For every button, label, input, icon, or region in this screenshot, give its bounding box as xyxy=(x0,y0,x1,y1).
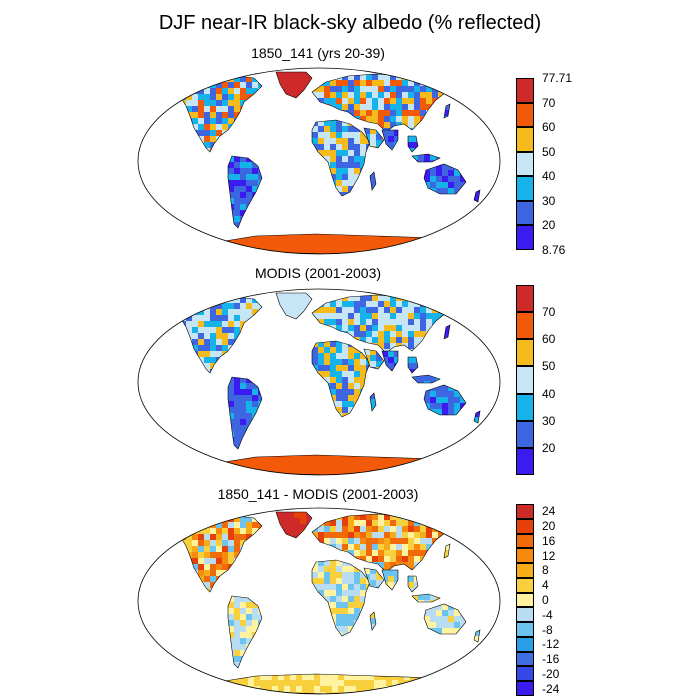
colorbar-segment xyxy=(516,102,534,128)
land-south-america xyxy=(228,596,262,668)
land-madagascar xyxy=(370,393,376,411)
map-border xyxy=(137,67,501,255)
land-africa xyxy=(312,341,370,417)
colorbar-segment xyxy=(516,200,534,226)
colorbar-tick-label: 20 xyxy=(542,218,556,233)
colorbar-tick-label: -8 xyxy=(542,622,553,637)
colorbar-segment xyxy=(516,681,534,696)
colorbar-segment xyxy=(516,447,534,475)
colorbar-segment xyxy=(516,393,534,421)
colorbar-segment xyxy=(516,127,534,152)
land-north-america xyxy=(180,76,262,152)
colorbar-tick-label: 77.71 xyxy=(542,71,573,85)
land-africa xyxy=(312,560,370,636)
land-madagascar xyxy=(370,612,376,630)
land-india xyxy=(382,130,398,150)
colorbar-difference: -24 -20 -16 -12 -8 -4 0 4 8 12 16 20 24 xyxy=(516,504,646,696)
colorbar-model: 8.76 20 30 40 50 60 70 77.71 xyxy=(516,72,646,256)
land-new-zealand xyxy=(474,630,480,642)
colorbar-tick-label: 8.76 xyxy=(542,243,566,257)
colorbar-segment xyxy=(516,622,534,637)
colorbar-segment xyxy=(516,592,534,608)
land-india xyxy=(382,570,398,590)
colorbar-tick-label: 16 xyxy=(542,533,556,548)
colorbar-tick-label: 50 xyxy=(542,359,556,374)
panel-title-model: 1850_141 (yrs 20-39) xyxy=(251,45,385,61)
colorbar-segment xyxy=(516,78,534,103)
colorbar-segment xyxy=(516,666,534,682)
map-panel-difference xyxy=(137,507,501,695)
colorbar-segment xyxy=(516,176,534,201)
colorbar-segment xyxy=(516,577,534,593)
colorbar-tick-label: -20 xyxy=(542,666,560,681)
colorbar-segment xyxy=(516,636,534,652)
land-north-america xyxy=(180,297,262,373)
colorbar-segment xyxy=(516,151,534,177)
colorbar-tick-label: -4 xyxy=(542,607,553,622)
land-india xyxy=(382,351,398,371)
map-panel-model xyxy=(137,67,501,255)
colorbar-segment xyxy=(516,504,534,519)
colorbar-modis: 20 30 40 50 60 70 xyxy=(516,285,646,475)
colorbar-tick-label: 70 xyxy=(542,305,556,320)
land-africa xyxy=(312,120,370,196)
map-border xyxy=(137,288,501,476)
land-north-america xyxy=(180,516,262,592)
colorbar-tick-label: 60 xyxy=(542,120,556,135)
colorbar-tick-label: 12 xyxy=(542,548,556,563)
map-panel-modis xyxy=(137,288,501,476)
map-border xyxy=(137,507,501,695)
land-se-asia xyxy=(408,136,418,152)
colorbar-segment xyxy=(516,285,534,313)
colorbar-segment xyxy=(516,518,534,534)
land-new-zealand xyxy=(474,190,480,202)
colorbar-tick-label: 24 xyxy=(542,504,556,519)
colorbar-tick-label: 8 xyxy=(542,563,549,578)
land-greenland xyxy=(276,72,312,98)
colorbar-tick-label: 0 xyxy=(542,593,549,607)
colorbar-tick-label: 4 xyxy=(542,578,549,593)
colorbar-tick-label: 20 xyxy=(542,519,556,534)
colorbar-tick-label: 70 xyxy=(542,95,556,110)
panel-title-modis: MODIS (2001-2003) xyxy=(254,265,382,281)
colorbar-tick-label: 30 xyxy=(542,193,556,208)
colorbar-segment xyxy=(516,651,534,667)
land-madagascar xyxy=(370,172,376,190)
land-se-asia xyxy=(408,357,418,373)
colorbar-segment xyxy=(516,533,534,549)
colorbar-segment xyxy=(516,607,534,623)
land-south-america xyxy=(228,377,262,449)
colorbar-tick-label: 40 xyxy=(542,169,556,184)
land-greenland xyxy=(276,293,312,319)
colorbar-tick-label: 60 xyxy=(542,332,556,347)
colorbar-tick-label: 20 xyxy=(542,440,556,455)
panel-title-diff: 1850_141 - MODIS (2001-2003) xyxy=(217,486,419,502)
colorbar-segment xyxy=(516,548,534,564)
colorbar-segment xyxy=(516,420,534,448)
figure-title: DJF near-IR black-sky albedo (% reflecte… xyxy=(158,12,542,34)
colorbar-tick-label: 50 xyxy=(542,144,556,159)
colorbar-tick-label: -24 xyxy=(542,681,560,696)
colorbar-segment xyxy=(516,225,534,250)
colorbar-tick-label: -12 xyxy=(542,637,560,652)
colorbar-segment xyxy=(516,339,534,367)
colorbar-tick-label: 30 xyxy=(542,413,556,428)
colorbar-tick-label: -16 xyxy=(542,652,560,667)
land-new-zealand xyxy=(474,411,480,423)
land-greenland xyxy=(276,512,312,538)
colorbar-tick-label: 40 xyxy=(542,386,556,401)
land-se-asia xyxy=(408,576,418,592)
land-south-america xyxy=(228,156,262,228)
colorbar-segment xyxy=(516,366,534,394)
colorbar-segment xyxy=(516,312,534,340)
colorbar-segment xyxy=(516,563,534,578)
